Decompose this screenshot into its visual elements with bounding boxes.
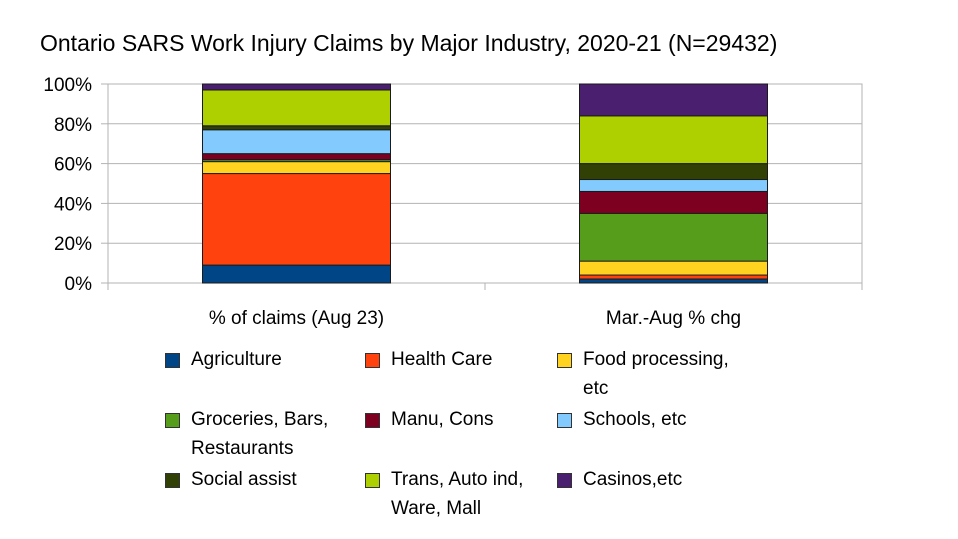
y-tick-label: 80%	[54, 115, 92, 136]
legend-label: Health Care	[391, 349, 493, 370]
legend-swatch	[165, 473, 180, 488]
bar-segment	[579, 278, 768, 284]
legend-label: Social assist	[191, 469, 297, 490]
bar-segment	[579, 83, 768, 117]
bar-segment	[579, 274, 768, 280]
legend-item: Social assist	[165, 465, 297, 494]
legend-label: Manu, Cons	[391, 409, 494, 430]
legend-label: Food processing, etc	[583, 349, 729, 399]
legend-item: Food processing, etc	[557, 345, 729, 403]
legend-item: Health Care	[365, 345, 492, 374]
legend-swatch	[165, 353, 180, 368]
bar-segment	[202, 83, 391, 91]
legend-swatch	[365, 413, 380, 428]
bar-segment	[579, 179, 768, 192]
legend-swatch	[557, 353, 572, 368]
legend-item: Trans, Auto ind, Ware, Mall	[365, 465, 523, 523]
legend-item: Agriculture	[165, 345, 282, 374]
y-tick-label: 40%	[54, 194, 92, 215]
y-tick-label: 60%	[54, 155, 92, 176]
legend-item: Groceries, Bars, Restaurants	[165, 405, 328, 463]
bar-segment	[202, 129, 391, 155]
bar-segment	[202, 125, 391, 131]
bar-segment	[579, 260, 768, 276]
y-tick-label: 0%	[65, 274, 93, 295]
bar-segment	[579, 163, 768, 181]
legend-label: Casinos,etc	[583, 469, 683, 490]
legend-label: Schools, etc	[583, 409, 687, 430]
legend-swatch	[165, 413, 180, 428]
bar-segment	[202, 264, 391, 284]
bar-segment	[202, 173, 391, 266]
bar-segment	[579, 190, 768, 214]
legend-swatch	[557, 413, 572, 428]
x-category-label: % of claims (Aug 23)	[209, 308, 384, 329]
legend-item: Manu, Cons	[365, 405, 493, 434]
legend-item: Schools, etc	[557, 405, 687, 434]
legend-swatch	[557, 473, 572, 488]
legend-swatch	[365, 473, 380, 488]
bar-segment	[579, 115, 768, 165]
bar-segment	[202, 153, 391, 161]
y-tick-label: 100%	[43, 75, 92, 96]
legend-label: Groceries, Bars, Restaurants	[191, 409, 329, 459]
x-category-label: Mar.-Aug % chg	[606, 308, 741, 329]
bar-segment	[579, 212, 768, 262]
chart-title: Ontario SARS Work Injury Claims by Major…	[40, 30, 778, 56]
legend-swatch	[365, 353, 380, 368]
bar-segment	[202, 89, 391, 127]
legend-item: Casinos,etc	[557, 465, 682, 494]
bar-segment	[202, 161, 391, 175]
y-tick-label: 20%	[54, 234, 92, 255]
legend-label: Trans, Auto ind, Ware, Mall	[391, 469, 524, 519]
legend-label: Agriculture	[191, 349, 282, 370]
